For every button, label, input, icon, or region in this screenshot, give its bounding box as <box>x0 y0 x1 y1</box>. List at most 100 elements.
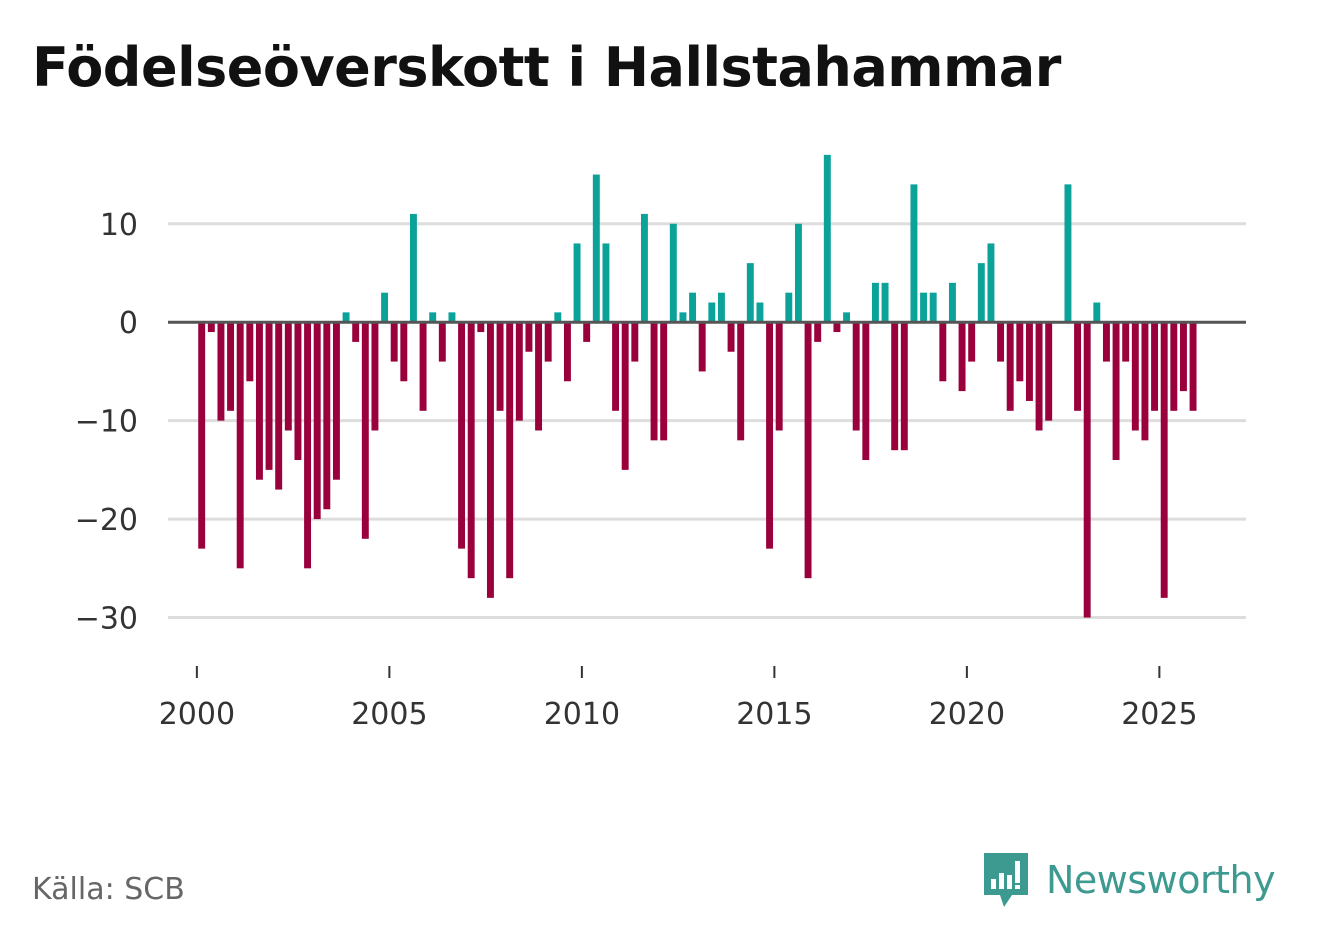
bar <box>602 243 610 323</box>
bar <box>1131 322 1139 431</box>
bar <box>1112 322 1120 461</box>
bar <box>997 322 1005 362</box>
bar <box>968 322 976 362</box>
bar <box>506 322 514 579</box>
bar <box>689 292 697 323</box>
bar <box>833 322 841 333</box>
bar <box>1045 322 1053 421</box>
bar <box>236 322 244 569</box>
bar <box>1170 322 1178 411</box>
bar <box>1016 322 1024 382</box>
bar <box>246 322 254 382</box>
bar <box>592 174 600 323</box>
bar <box>1074 322 1082 411</box>
y-tick-label: −20 <box>75 503 138 538</box>
bar <box>458 322 466 549</box>
bar <box>948 282 956 323</box>
bar <box>862 322 870 461</box>
bar <box>843 312 851 323</box>
bar <box>717 292 725 323</box>
bar <box>698 322 706 372</box>
brand-name: Newsworthy <box>1046 858 1276 902</box>
bar <box>621 322 629 470</box>
bar <box>438 322 446 362</box>
bar <box>304 322 312 569</box>
bar <box>429 312 437 323</box>
bar <box>660 322 668 441</box>
bar <box>1093 302 1101 323</box>
bar <box>987 243 995 323</box>
bar <box>313 322 321 520</box>
bar <box>958 322 966 392</box>
bar <box>255 322 263 480</box>
bar <box>852 322 860 431</box>
bar <box>1122 322 1130 362</box>
bar <box>323 322 331 510</box>
bar <box>794 223 802 323</box>
bar <box>1083 322 1091 618</box>
x-axis: 2000 2005 2010 2015 2020 2025 <box>159 666 1198 732</box>
bar <box>477 322 485 333</box>
bar <box>1102 322 1110 362</box>
bar <box>804 322 812 579</box>
bar <box>871 282 879 323</box>
bar <box>775 322 783 431</box>
bar <box>823 154 831 323</box>
bar <box>544 322 552 362</box>
chart-title: Födelseöverskott i Hallstahammar <box>32 36 1061 99</box>
bar <box>650 322 658 441</box>
y-tick-label: −30 <box>75 602 138 637</box>
bar <box>400 322 408 382</box>
bar <box>381 292 389 323</box>
bars <box>198 154 1197 618</box>
bar <box>891 322 899 451</box>
bar <box>275 322 283 490</box>
bar <box>766 322 774 549</box>
bar <box>814 322 822 342</box>
bar <box>708 302 716 323</box>
bar <box>409 213 417 323</box>
bar <box>1179 322 1187 392</box>
bar <box>977 263 985 323</box>
bar <box>756 302 764 323</box>
bar <box>669 223 677 323</box>
bar <box>1006 322 1014 411</box>
bar <box>554 312 562 323</box>
bar <box>535 322 543 431</box>
bar <box>583 322 591 342</box>
source-label: Källa: SCB <box>32 872 185 907</box>
bar <box>881 282 889 323</box>
bar <box>727 322 735 352</box>
bar <box>910 184 918 323</box>
bar <box>525 322 533 352</box>
bar <box>342 312 350 323</box>
x-tick-label: 2025 <box>1121 697 1197 732</box>
bar <box>1151 322 1159 411</box>
bar <box>352 322 360 342</box>
bar <box>448 312 456 323</box>
x-tick-label: 2000 <box>159 697 235 732</box>
newsworthy-logo-icon <box>984 853 1028 907</box>
brand-logo[interactable]: Newsworthy <box>980 850 1276 910</box>
bar <box>361 322 369 539</box>
bar <box>294 322 302 461</box>
bar <box>563 322 571 382</box>
bar <box>573 243 581 323</box>
bar <box>486 322 494 598</box>
bar <box>467 322 475 579</box>
bar <box>1141 322 1149 441</box>
bar <box>1025 322 1033 401</box>
bar <box>284 322 292 431</box>
bar <box>390 322 398 362</box>
bar <box>332 322 340 480</box>
y-axis-labels: 10 0 −10 −20 −30 <box>75 208 138 637</box>
bar <box>1064 184 1072 323</box>
bar <box>640 213 648 323</box>
y-tick-label: 0 <box>119 306 138 341</box>
bar <box>496 322 504 411</box>
bar <box>746 263 754 323</box>
bar <box>371 322 379 431</box>
bar <box>217 322 225 421</box>
y-tick-label: −10 <box>75 405 138 440</box>
bar <box>785 292 793 323</box>
